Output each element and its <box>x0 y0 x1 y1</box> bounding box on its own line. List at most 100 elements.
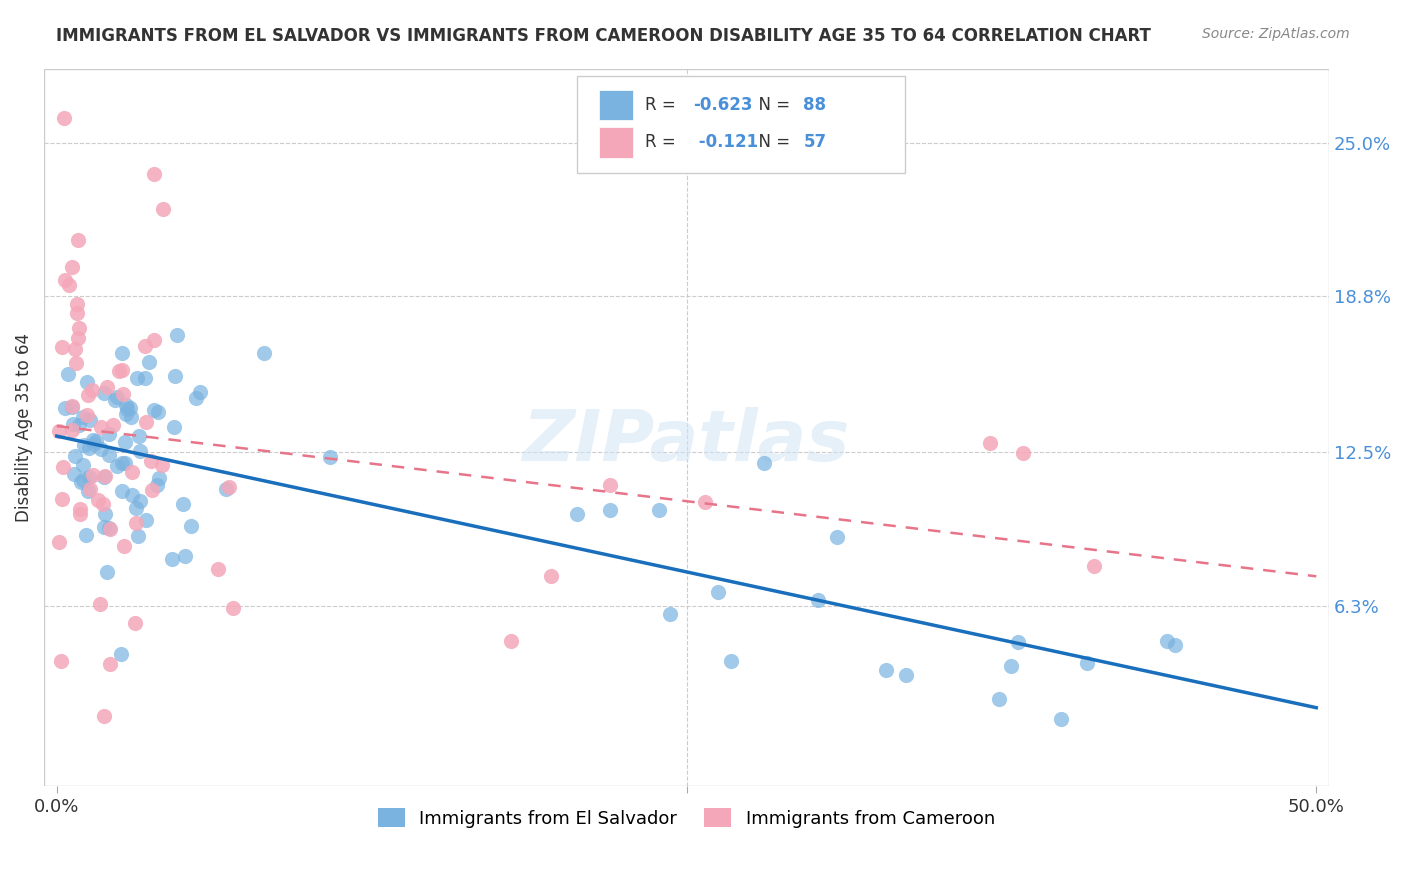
Point <box>599 477 621 491</box>
Text: IMMIGRANTS FROM EL SALVADOR VS IMMIGRANTS FROM CAMEROON DISABILITY AGE 35 TO 64 : IMMIGRANTS FROM EL SALVADOR VS IMMIGRANT… <box>56 27 1152 45</box>
Point <box>52 460 75 475</box>
Point <box>53 111 76 125</box>
Point <box>93 470 115 484</box>
Point <box>896 667 918 681</box>
Point <box>599 503 621 517</box>
FancyBboxPatch shape <box>599 90 633 120</box>
Point <box>84 434 107 449</box>
Point <box>70 475 93 489</box>
Point <box>186 391 208 405</box>
Point <box>142 333 165 347</box>
Text: Source: ZipAtlas.com: Source: ZipAtlas.com <box>1202 27 1350 41</box>
Point <box>174 549 197 563</box>
Point <box>90 442 112 456</box>
Point <box>79 441 101 455</box>
Point <box>120 409 142 424</box>
Point <box>134 339 156 353</box>
Point <box>807 592 830 607</box>
Point <box>112 539 135 553</box>
Point <box>875 663 897 677</box>
Point <box>165 369 187 384</box>
Point <box>48 424 70 438</box>
Point <box>222 601 245 615</box>
Point <box>97 521 120 535</box>
Point <box>172 497 194 511</box>
Point <box>97 448 120 462</box>
Point <box>111 346 134 360</box>
Point <box>139 454 162 468</box>
Point <box>1156 634 1178 648</box>
Point <box>125 516 148 530</box>
Point <box>93 386 115 401</box>
Point <box>1164 638 1187 652</box>
Point <box>135 513 157 527</box>
Point <box>60 423 83 437</box>
Point <box>77 483 100 498</box>
Text: R =: R = <box>645 134 682 152</box>
Point <box>66 233 89 247</box>
Point <box>148 404 170 418</box>
Point <box>65 356 87 370</box>
Point <box>825 530 848 544</box>
Text: R =: R = <box>645 96 682 114</box>
Point <box>96 565 118 579</box>
Point <box>152 202 174 217</box>
Point <box>60 400 83 414</box>
Point <box>1076 657 1098 671</box>
Point <box>90 420 112 434</box>
Point <box>108 364 131 378</box>
Point <box>114 435 136 450</box>
Point <box>87 492 110 507</box>
Point <box>69 507 91 521</box>
Point <box>91 497 114 511</box>
Point <box>253 345 276 359</box>
Point <box>111 483 134 498</box>
Point <box>72 473 94 487</box>
Point <box>1007 634 1029 648</box>
Point <box>180 519 202 533</box>
Point <box>62 417 84 432</box>
Point <box>111 456 134 470</box>
Point <box>66 296 89 310</box>
Point <box>125 371 148 385</box>
Point <box>124 615 146 630</box>
Point <box>540 569 562 583</box>
Point <box>128 443 150 458</box>
FancyBboxPatch shape <box>578 76 905 173</box>
Point <box>987 692 1010 706</box>
Point <box>67 321 90 335</box>
Point <box>72 409 94 424</box>
Point <box>93 709 115 723</box>
FancyBboxPatch shape <box>599 128 633 158</box>
Point <box>82 383 104 397</box>
Text: -0.623: -0.623 <box>693 96 752 114</box>
Point <box>207 561 229 575</box>
Point <box>63 343 86 357</box>
Point <box>93 520 115 534</box>
Point <box>53 273 76 287</box>
Point <box>77 387 100 401</box>
Point <box>111 387 134 401</box>
Point <box>695 495 717 509</box>
Point <box>1083 558 1105 573</box>
Point <box>96 379 118 393</box>
Point <box>98 657 121 671</box>
Point <box>135 415 157 429</box>
Point <box>67 331 90 345</box>
Point <box>104 392 127 407</box>
Point <box>125 501 148 516</box>
Point <box>188 385 211 400</box>
Point <box>89 597 111 611</box>
Point <box>111 363 134 377</box>
Point <box>93 507 115 521</box>
Point <box>142 402 165 417</box>
Point <box>707 585 730 599</box>
Point <box>60 399 83 413</box>
Point <box>114 456 136 470</box>
Point <box>142 167 165 181</box>
Point <box>752 456 775 470</box>
Point <box>1000 659 1022 673</box>
Point <box>82 468 104 483</box>
Point <box>79 482 101 496</box>
Legend: Immigrants from El Salvador, Immigrants from Cameroon: Immigrants from El Salvador, Immigrants … <box>371 801 1002 835</box>
